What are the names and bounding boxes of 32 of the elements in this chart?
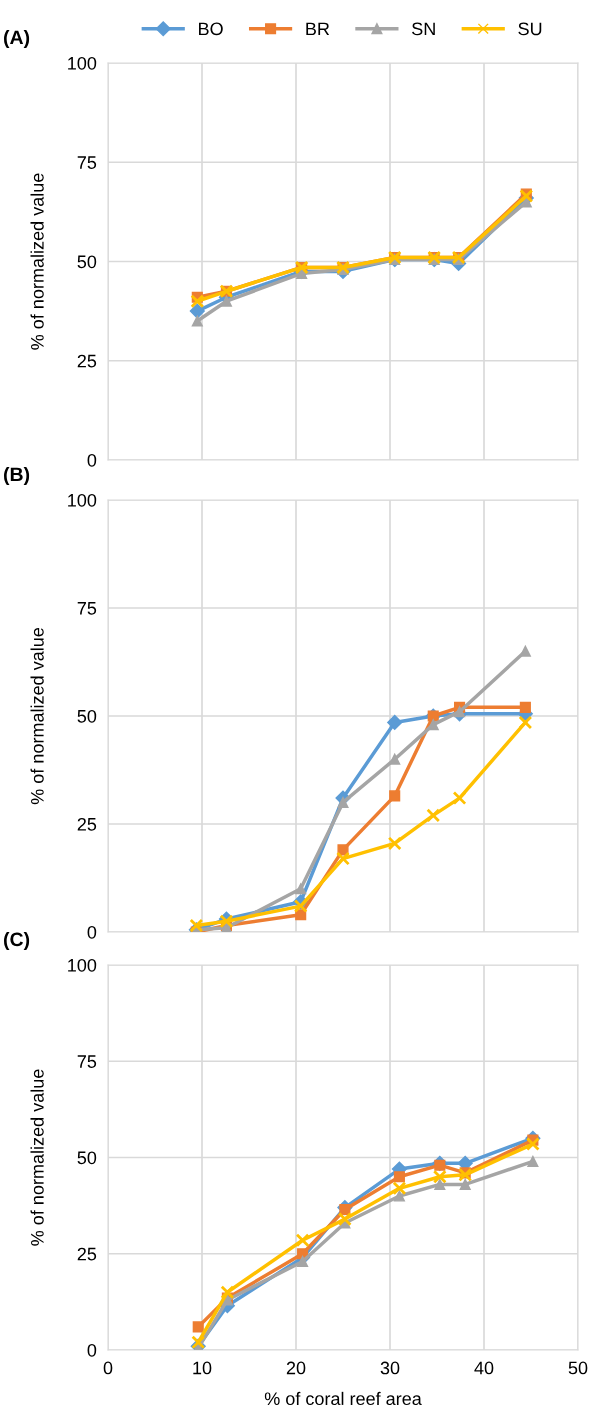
legend-label: SU xyxy=(518,22,542,36)
y-tick-label: 25 xyxy=(77,1247,97,1261)
x-tick-label: 50 xyxy=(568,1361,588,1375)
legend-label: BO xyxy=(199,22,223,36)
y-tick-label: 0 xyxy=(87,1343,97,1357)
y-tick-label: 100 xyxy=(68,958,97,972)
x-tick-label: 20 xyxy=(286,1361,306,1375)
y-tick-label: 25 xyxy=(77,817,97,831)
y-tick-label: 50 xyxy=(77,255,97,269)
chart-title: (B) xyxy=(4,466,30,486)
legend-label: BR xyxy=(306,22,330,36)
y-axis-title: % of normalized value xyxy=(30,1069,44,1246)
y-tick-label: 75 xyxy=(77,156,97,169)
x-axis-title: % of coral reef area xyxy=(264,1391,422,1406)
x-tick-label: 30 xyxy=(380,1361,400,1375)
y-tick-label: 0 xyxy=(87,925,97,939)
y-axis-title: % of normalized value xyxy=(30,173,44,350)
x-tick-label: 40 xyxy=(474,1361,494,1375)
x-tick-label: 10 xyxy=(193,1361,212,1375)
y-tick-label: 0 xyxy=(87,453,97,467)
y-axis-title: % of normalized value xyxy=(30,627,44,805)
y-tick-label: 50 xyxy=(77,1151,97,1165)
chart-title: (C) xyxy=(4,931,30,951)
legend-label: SN xyxy=(412,22,435,36)
y-tick-label: 50 xyxy=(77,709,97,723)
y-tick-label: 75 xyxy=(77,602,97,615)
y-tick-label: 25 xyxy=(77,354,97,368)
y-tick-label: 75 xyxy=(77,1055,97,1068)
chart-title: (A) xyxy=(4,29,30,49)
y-tick-label: 100 xyxy=(68,56,97,70)
y-tick-label: 100 xyxy=(68,493,97,507)
x-tick-label: 0 xyxy=(103,1361,113,1375)
